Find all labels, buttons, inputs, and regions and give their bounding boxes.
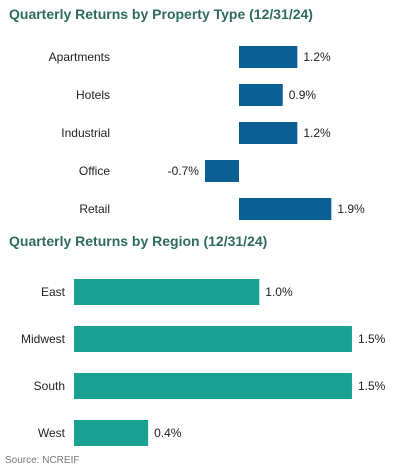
category-label: Midwest	[21, 332, 66, 346]
bar	[74, 279, 260, 305]
bar	[239, 84, 283, 106]
chart-title-region: Quarterly Returns by Region (12/31/24)	[9, 233, 268, 249]
data-label: 1.5%	[358, 332, 386, 346]
data-label: 0.4%	[154, 426, 182, 440]
category-label: South	[34, 379, 65, 393]
category-label: West	[38, 426, 66, 440]
bar	[204, 160, 239, 182]
data-label: -0.7%	[168, 164, 200, 178]
bar	[74, 420, 149, 446]
category-label: Apartments	[49, 50, 110, 64]
data-label: 1.5%	[358, 379, 386, 393]
region-bar-chart: East 1.0% Midwest 1.5% South 1.5% West 0.4%	[21, 279, 386, 446]
source-note: Source: NCREIF	[5, 455, 80, 466]
category-label: Industrial	[61, 126, 110, 140]
bar	[239, 198, 332, 220]
chart-title-property-type: Quarterly Returns by Property Type (12/3…	[9, 6, 313, 22]
data-label: 1.2%	[303, 126, 331, 140]
category-label: Retail	[79, 202, 110, 216]
data-label: 1.2%	[303, 50, 331, 64]
property-type-bar-chart: Apartments 1.2% Hotels 0.9% Industrial 1.2% Of…	[49, 46, 365, 220]
bar	[74, 373, 352, 399]
bar	[239, 122, 298, 144]
data-label: 1.9%	[337, 202, 365, 216]
category-label: Hotels	[76, 88, 110, 102]
bar	[239, 46, 298, 68]
category-label: Office	[79, 164, 110, 178]
data-label: 1.0%	[265, 285, 293, 299]
data-label: 0.9%	[289, 88, 317, 102]
bar	[74, 326, 352, 352]
category-label: East	[41, 285, 66, 299]
